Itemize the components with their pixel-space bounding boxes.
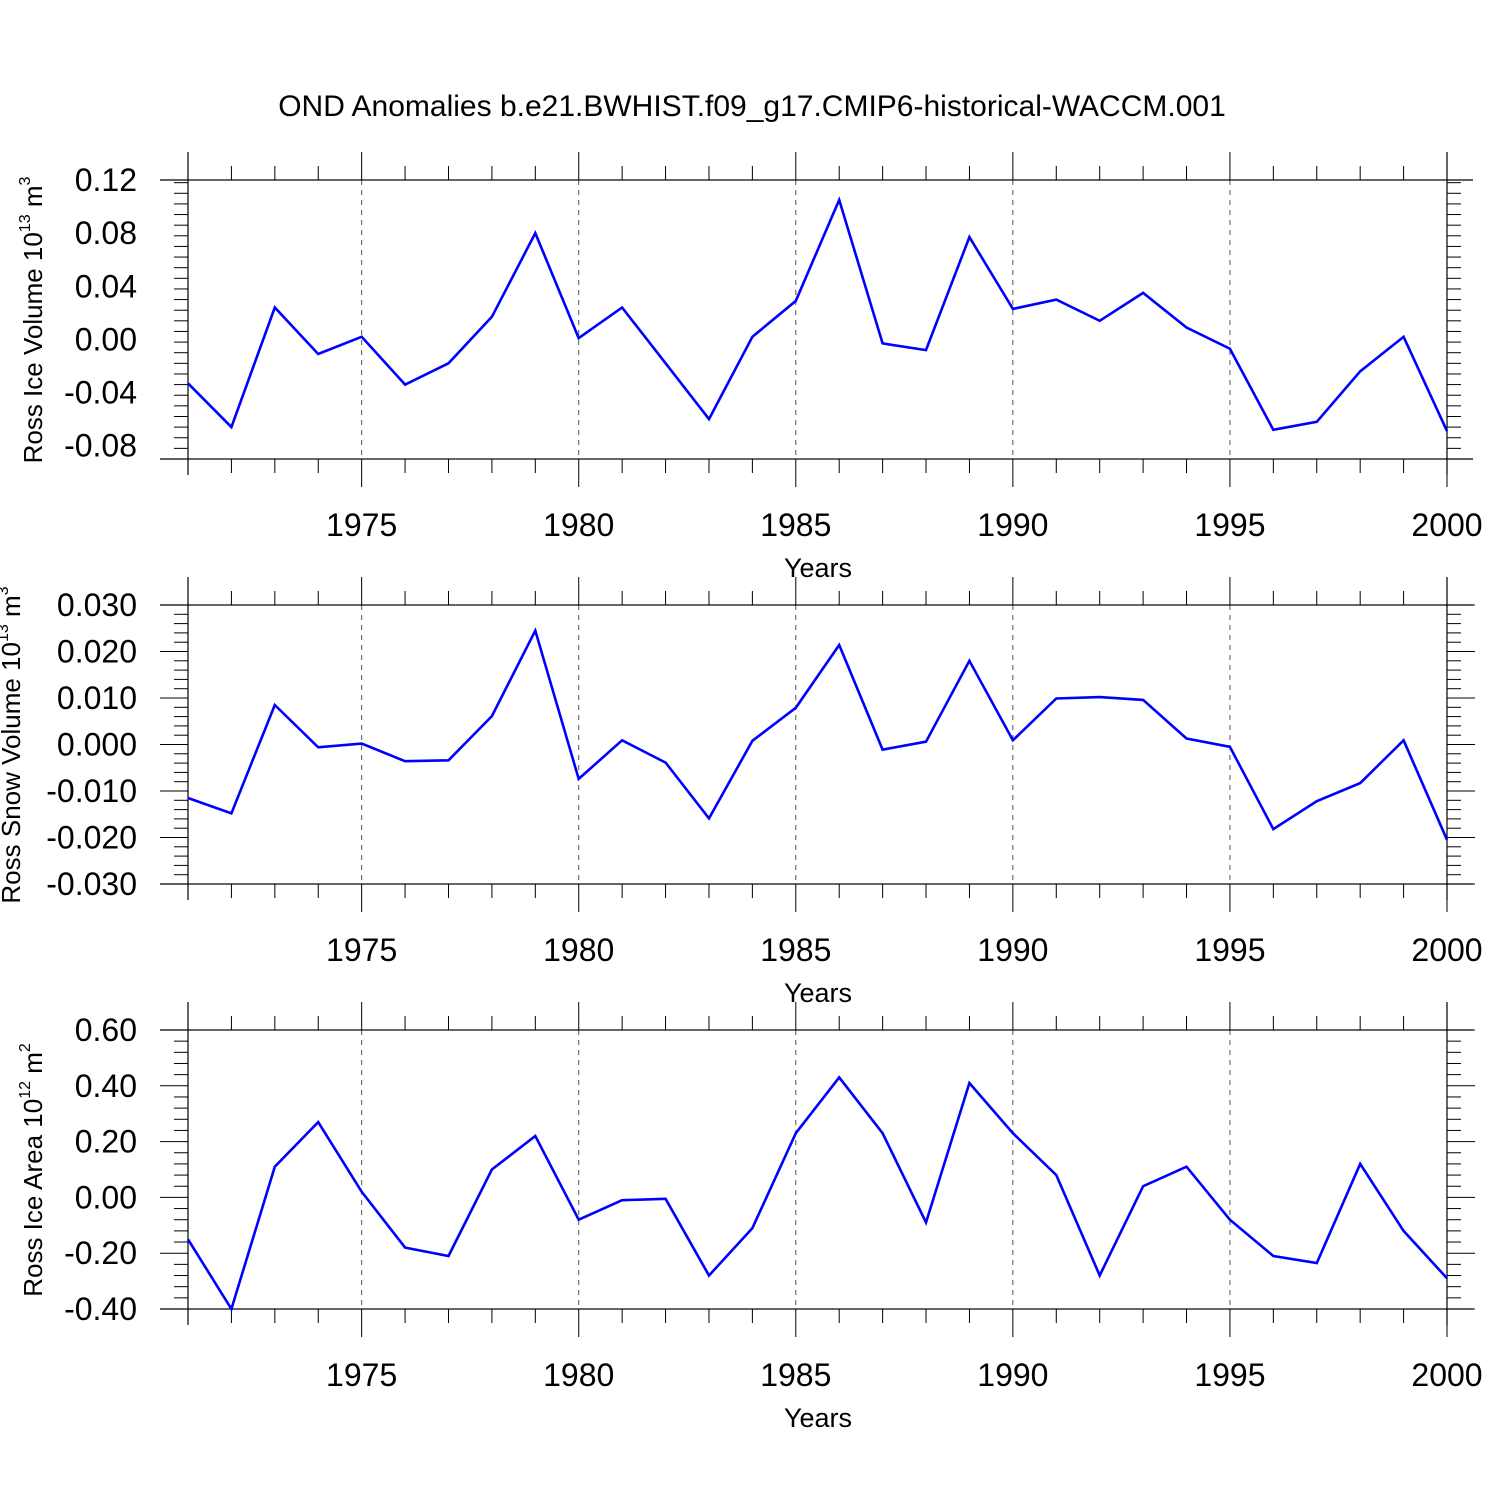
x-tick-label: 1985 [760, 932, 831, 968]
y-tick-label: -0.020 [46, 820, 137, 856]
y-tick-label: 0.00 [75, 1179, 137, 1215]
x-tick-label: 1990 [977, 1357, 1048, 1393]
chart-title: OND Anomalies b.e21.BWHIST.f09_g17.CMIP6… [278, 90, 1226, 123]
x-tick-label: 2000 [1411, 507, 1482, 543]
panel-3: 0.60 0.40 0.20 0.00 -0.20 -0.40 1975 1980 1985 19… [17, 1002, 1483, 1433]
x-tick-label: 1980 [543, 507, 614, 543]
y-tick-label: 0.030 [57, 587, 137, 623]
x-tick-label: 1985 [760, 507, 831, 543]
x-axis-label: Years [784, 1403, 852, 1433]
x-tick-label: 1995 [1194, 507, 1265, 543]
x-tick-label: 1985 [760, 1357, 831, 1393]
y-tick-label: 0.12 [75, 162, 137, 198]
x-axis-label: Years [784, 553, 852, 583]
y-tick-label: -0.08 [64, 428, 137, 464]
panels: 0.12 0.08 0.04 0.00 -0.04 -0.08 1975 1980 1985 19… [0, 152, 1483, 1433]
y-tick-label: -0.20 [64, 1235, 137, 1271]
x-tick-label: 1975 [326, 932, 397, 968]
x-axis-label: Years [784, 978, 852, 1008]
y-tick-label: 0.00 [75, 321, 137, 357]
plot-frame [187, 179, 1448, 460]
series-line [186, 1075, 1448, 1313]
y-axis-label: Ross Ice Volume 1013 m3 [17, 176, 48, 463]
y-tick-label: 0.08 [75, 215, 137, 251]
x-tick-label: 1975 [326, 507, 397, 543]
y-tick-label: 0.010 [57, 680, 137, 716]
panel-2: 0.030 0.020 0.010 0.000 -0.010 -0.020 -0.030 19… [0, 577, 1483, 1008]
y-tick-label: 0.40 [75, 1068, 137, 1104]
x-tick-label: 1990 [977, 932, 1048, 968]
y-axis-label: Ross Snow Volume 1013 m3 [0, 586, 26, 903]
y-tick-label: 0.20 [75, 1124, 137, 1160]
x-tick-label: 1990 [977, 507, 1048, 543]
series-line [187, 196, 1449, 432]
plot-frame [187, 1029, 1448, 1310]
x-tick-label: 1995 [1194, 1357, 1265, 1393]
y-tick-label: 0.60 [75, 1012, 137, 1048]
x-tick-label: 1980 [543, 1357, 614, 1393]
y-tick-label: -0.40 [64, 1291, 137, 1327]
x-tick-label: 2000 [1411, 932, 1482, 968]
series-line [187, 627, 1449, 841]
plot-frame [187, 604, 1448, 885]
y-tick-label: 0.04 [75, 268, 137, 304]
x-tick-label: 1975 [326, 1357, 397, 1393]
y-tick-label: -0.04 [64, 375, 137, 411]
y-tick-label: -0.010 [46, 773, 137, 809]
x-tick-label: 1980 [543, 932, 614, 968]
y-tick-label: -0.030 [46, 866, 137, 902]
panel-1: 0.12 0.08 0.04 0.00 -0.04 -0.08 1975 1980 1985 19… [17, 152, 1483, 583]
y-axis-label: Ross Ice Area 1012 m2 [17, 1043, 48, 1297]
x-tick-label: 2000 [1411, 1357, 1482, 1393]
x-tick-label: 1995 [1194, 932, 1265, 968]
y-tick-label: 0.020 [57, 634, 137, 670]
y-tick-label: 0.000 [57, 727, 137, 763]
